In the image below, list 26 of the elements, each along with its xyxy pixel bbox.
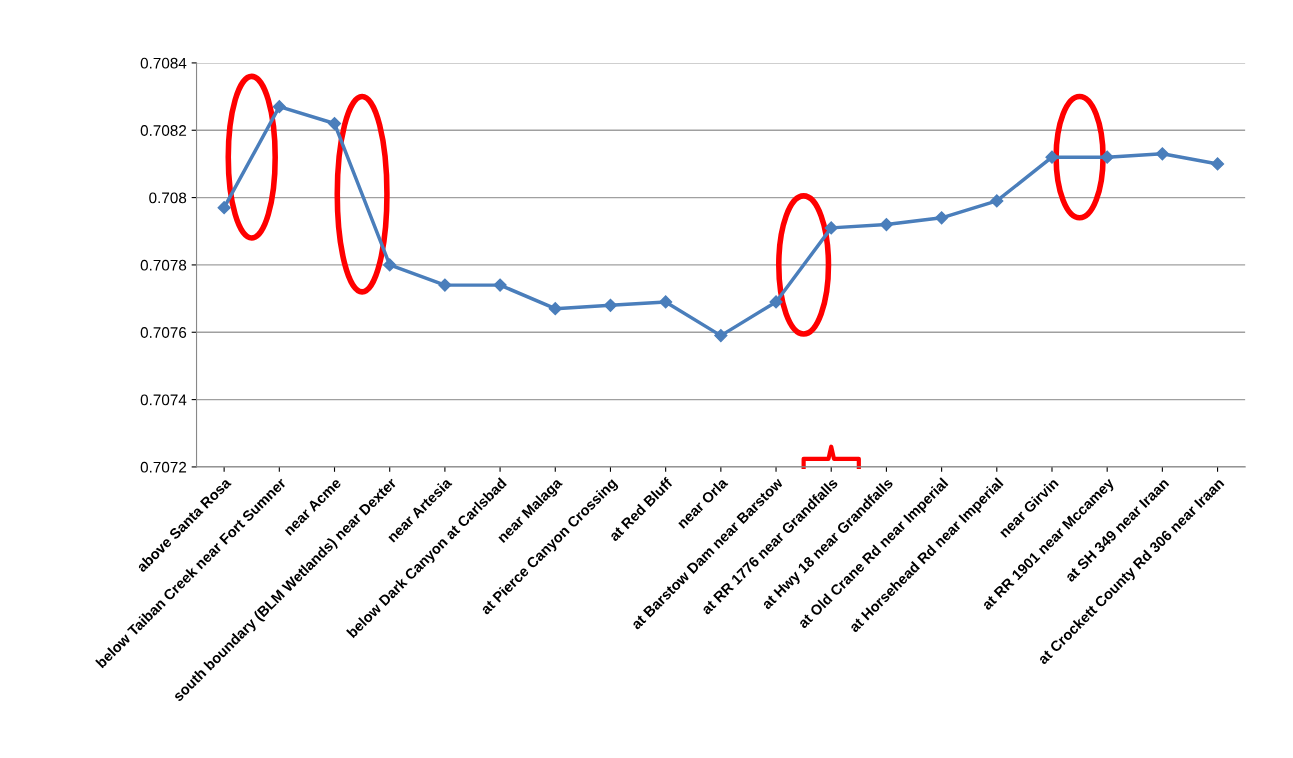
y-tick-label: 0.7082: [140, 125, 187, 136]
point: [1210, 157, 1225, 171]
point: [1045, 150, 1059, 164]
y-tick-label: 0.7078: [140, 259, 187, 271]
point: [272, 100, 286, 114]
y-tick-label: 0.708: [149, 192, 187, 204]
point: [879, 217, 894, 232]
y-tick-label: 0.7084: [140, 57, 187, 69]
point: [383, 258, 397, 272]
point: [990, 194, 1004, 208]
y-tick-label: 0.7072: [140, 461, 187, 473]
point: [659, 295, 673, 309]
point: [824, 221, 838, 235]
point: [1155, 147, 1169, 161]
point: [769, 295, 783, 309]
point: [714, 329, 728, 343]
point: [493, 278, 507, 292]
point: [327, 116, 342, 131]
point: [217, 201, 231, 215]
point: [935, 211, 949, 225]
point: [1100, 150, 1114, 164]
y-tick-label: 0.7076: [140, 327, 187, 338]
point: [438, 278, 452, 292]
point: [603, 298, 618, 312]
y-tick-label: 0.7074: [140, 394, 187, 406]
point: [548, 302, 562, 316]
